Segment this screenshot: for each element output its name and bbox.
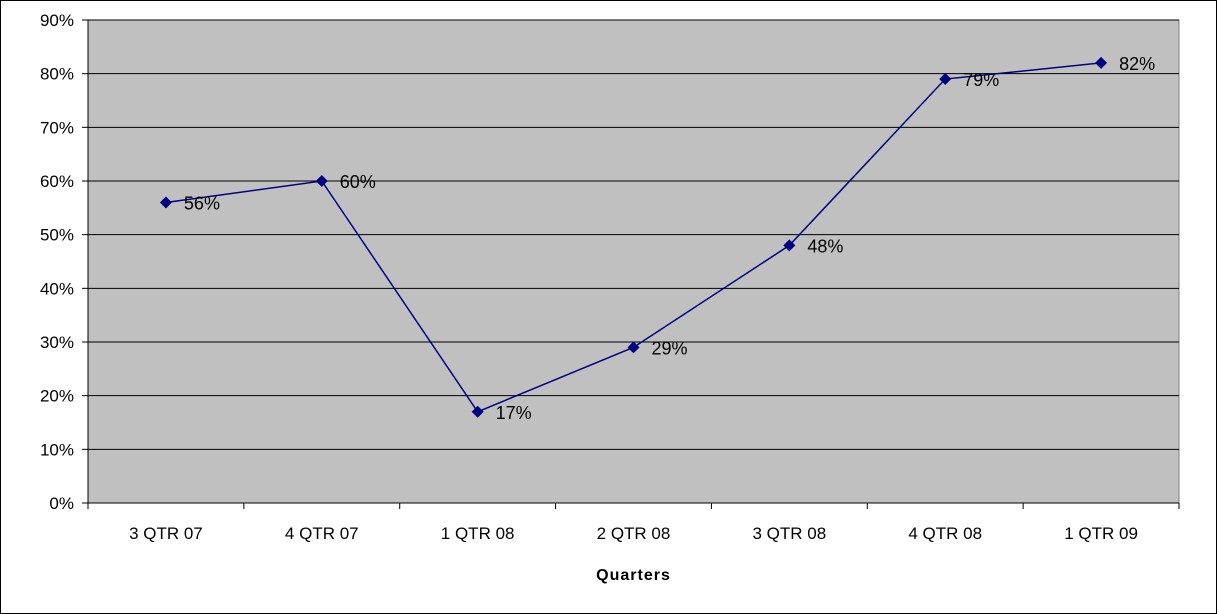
x-tick-label: 3 QTR 08 bbox=[753, 524, 827, 543]
y-axis-ticks: 0% 10% 20% 30% 40% 50% 60% 70% 80% 90% bbox=[40, 11, 88, 513]
series-group bbox=[159, 56, 1108, 418]
x-axis-title: Quarters bbox=[596, 567, 671, 584]
plot-area bbox=[87, 19, 1180, 504]
y-tick-label: 30% bbox=[40, 333, 74, 352]
data-label: 60% bbox=[340, 172, 376, 192]
y-tick-label: 70% bbox=[40, 118, 74, 137]
x-axis-ticks: 3 QTR 07 4 QTR 07 1 QTR 08 2 QTR 08 3 QTR 08… bbox=[87, 503, 1180, 543]
data-point-marker bbox=[315, 175, 328, 187]
x-tick-label: 1 QTR 09 bbox=[1064, 524, 1138, 543]
x-tick-label: 4 QTR 08 bbox=[908, 524, 982, 543]
x-tick-label: 2 QTR 08 bbox=[597, 524, 671, 543]
data-point-marker bbox=[627, 341, 640, 354]
data-label: 48% bbox=[807, 236, 843, 256]
data-point-marker bbox=[783, 239, 796, 252]
data-label: 82% bbox=[1119, 54, 1155, 74]
y-tick-label: 20% bbox=[40, 387, 74, 406]
y-tick-label: 0% bbox=[49, 494, 74, 513]
y-tick-label: 90% bbox=[40, 11, 74, 30]
x-tick-label: 3 QTR 07 bbox=[129, 524, 203, 543]
data-point-marker bbox=[159, 196, 172, 209]
y-tick-label: 80% bbox=[40, 65, 74, 84]
y-tick-label: 40% bbox=[40, 279, 74, 298]
data-point-marker bbox=[1095, 56, 1108, 69]
y-tick-label: 50% bbox=[40, 226, 74, 245]
x-tick-label: 4 QTR 07 bbox=[285, 524, 359, 543]
data-point-marker bbox=[939, 73, 952, 86]
y-tick-label: 10% bbox=[40, 440, 74, 459]
data-label: 79% bbox=[963, 70, 999, 90]
data-label: 56% bbox=[184, 193, 220, 213]
data-point-marker bbox=[471, 405, 484, 418]
data-label: 17% bbox=[496, 403, 532, 423]
x-tick-label: 1 QTR 08 bbox=[441, 524, 515, 543]
axes bbox=[87, 20, 1179, 504]
data-labels: 56% 60% 17% 29% 48% 79% 82% bbox=[184, 54, 1155, 423]
gridlines bbox=[88, 19, 1179, 450]
y-tick-label: 60% bbox=[40, 172, 74, 191]
data-label: 29% bbox=[652, 338, 688, 358]
